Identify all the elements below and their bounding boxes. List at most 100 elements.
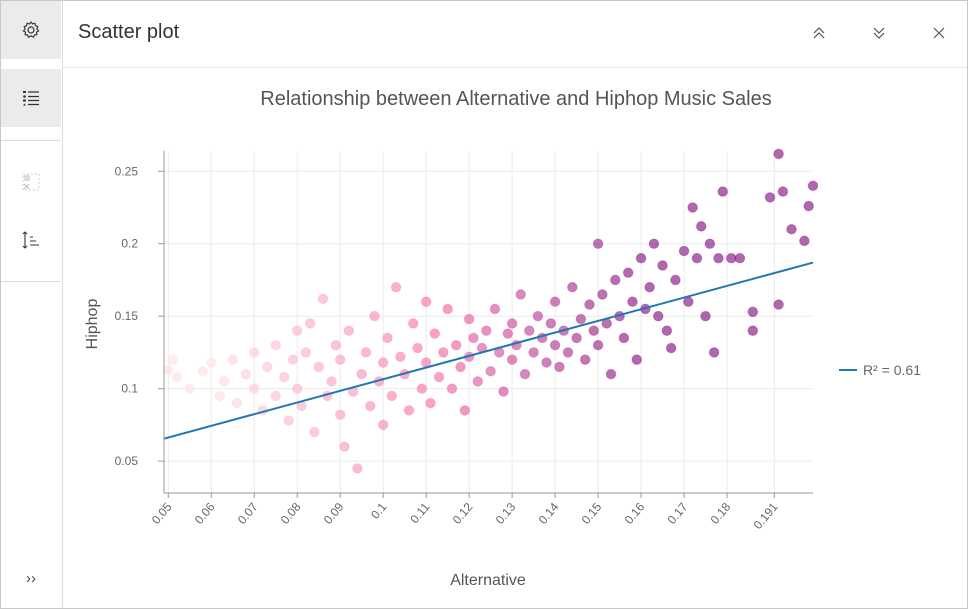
data-point — [455, 361, 466, 373]
data-point — [339, 441, 350, 452]
data-point — [309, 426, 320, 438]
data-point — [652, 310, 664, 322]
sort-button[interactable] — [1, 211, 61, 269]
data-point — [450, 339, 462, 351]
data-point — [695, 221, 707, 232]
data-point — [717, 186, 729, 197]
x-tick-label: 0.14 — [536, 500, 562, 527]
panel-title: Scatter plot — [78, 21, 180, 43]
selection-icon — [22, 173, 40, 191]
collapse-up-button[interactable] — [807, 21, 831, 45]
data-point — [326, 376, 337, 387]
data-point — [489, 303, 501, 315]
data-point — [747, 306, 759, 318]
data-point — [708, 347, 720, 358]
data-point — [352, 463, 363, 474]
data-point — [786, 223, 797, 235]
data-point — [279, 371, 290, 383]
data-point — [678, 245, 690, 257]
data-point — [270, 390, 282, 402]
data-point — [231, 397, 243, 409]
x-tick-label: 0.16 — [622, 500, 648, 527]
data-point — [429, 328, 441, 339]
data-point — [425, 397, 436, 409]
data-point — [524, 325, 535, 336]
x-tick-label: 0.1 — [368, 500, 390, 522]
data-point — [588, 325, 600, 336]
x-tick-label: 0.05 — [149, 500, 175, 527]
data-point — [631, 354, 643, 365]
data-point — [773, 299, 784, 310]
data-point — [713, 252, 724, 264]
settings-button[interactable] — [1, 1, 61, 59]
expand-sidebar-button[interactable]: ›› — [1, 549, 61, 607]
data-point — [313, 361, 325, 373]
data-point — [597, 289, 608, 300]
data-point — [395, 351, 406, 363]
data-point — [618, 332, 630, 344]
data-point — [330, 339, 342, 351]
data-point — [416, 383, 428, 394]
data-point — [502, 328, 514, 339]
close-button[interactable] — [927, 21, 951, 45]
x-tick-label: 0.07 — [235, 500, 261, 527]
data-point — [382, 332, 393, 344]
trendline — [163, 261, 814, 440]
data-point — [648, 238, 660, 250]
data-point — [369, 310, 380, 322]
chevrons-down-icon — [873, 27, 885, 39]
data-point — [433, 371, 445, 383]
sort-icon — [22, 231, 39, 249]
data-point — [627, 296, 638, 308]
data-point — [567, 281, 578, 293]
data-point — [227, 354, 239, 365]
data-point — [240, 368, 251, 380]
x-tick-label: 0.08 — [278, 500, 304, 527]
data-point — [609, 274, 621, 286]
data-point — [343, 325, 355, 336]
data-point — [584, 299, 595, 310]
data-point — [270, 339, 282, 351]
panel-header: Scatter plot — [63, 1, 967, 68]
data-point — [287, 354, 299, 365]
x-tick-label: 0.17 — [665, 500, 691, 527]
sidebar: ›› — [1, 1, 63, 608]
y-tick-label: 0.2 — [121, 237, 138, 251]
data-point — [532, 310, 544, 322]
data-point — [438, 347, 449, 358]
data-point — [670, 274, 681, 286]
data-point — [549, 339, 561, 351]
close-icon — [933, 27, 945, 39]
data-point — [622, 267, 634, 279]
data-point — [162, 364, 174, 376]
expand-down-button[interactable] — [867, 21, 891, 45]
data-point — [283, 415, 294, 426]
gear-icon — [22, 21, 40, 38]
data-point — [549, 296, 561, 308]
data-point — [472, 376, 484, 387]
x-axis-label: Alternative — [450, 572, 526, 589]
data-point — [545, 318, 557, 329]
data-point — [773, 148, 784, 160]
data-point — [605, 368, 617, 380]
data-point — [777, 186, 789, 197]
legend-button[interactable] — [1, 69, 61, 127]
data-point — [442, 303, 453, 315]
data-point — [167, 354, 178, 365]
data-point — [807, 180, 819, 192]
selection-button[interactable] — [1, 153, 61, 211]
x-tick-label: 0.11 — [407, 500, 432, 526]
data-point — [747, 325, 759, 336]
y-axis-label: Hiphop — [84, 299, 101, 350]
x-tick-label: 0.191 — [751, 500, 781, 532]
data-point — [764, 192, 776, 203]
x-tick-label: 0.15 — [579, 500, 605, 527]
x-tick-label: 0.13 — [493, 500, 519, 527]
data-point — [248, 347, 260, 358]
data-point — [700, 310, 711, 322]
data-point — [171, 371, 183, 383]
legend-r-squared[interactable]: R² = 0.61 — [863, 362, 921, 378]
data-point — [592, 339, 604, 351]
